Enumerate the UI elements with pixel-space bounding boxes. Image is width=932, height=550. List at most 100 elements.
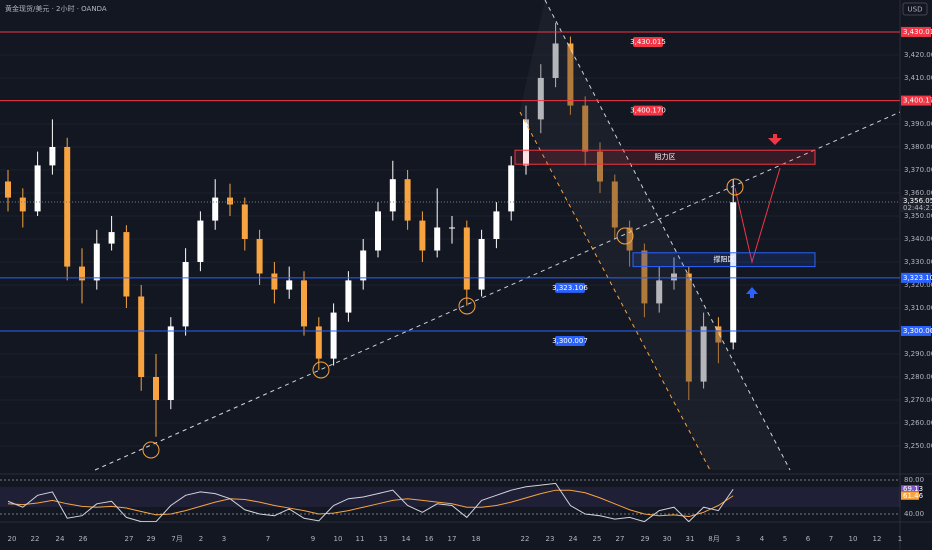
candle-body — [641, 250, 648, 304]
rsi-line — [7, 482, 734, 522]
x-tick-label: 16 — [425, 535, 434, 543]
y-tick-label: 3,380.000 — [904, 143, 932, 151]
y-tick-label: 3,290.000 — [904, 350, 932, 358]
candle-body — [330, 312, 337, 359]
candle-body — [463, 227, 470, 290]
candle-body — [153, 377, 159, 401]
y-tick-label: 3,280.000 — [904, 373, 932, 381]
x-tick-label: 24 — [56, 535, 65, 543]
x-tick-label: 7月 — [171, 535, 182, 543]
x-tick-label: 6 — [806, 535, 811, 543]
rsi-ma-line — [7, 489, 734, 518]
countdown: 02:44:21 — [903, 204, 932, 212]
level-tag — [633, 105, 663, 116]
candle-body — [419, 220, 426, 251]
candle-body — [508, 165, 515, 212]
y-tick-label: 3,250.000 — [904, 442, 932, 450]
x-tick-label: 3 — [736, 535, 740, 543]
x-tick-label: 3 — [222, 535, 226, 543]
candle-body — [212, 197, 219, 221]
x-tick-label: 30 — [663, 535, 672, 543]
y-tick-label: 3,330.000 — [904, 258, 932, 266]
candle-body — [656, 280, 663, 304]
y-tick-label: 3,340.000 — [904, 235, 932, 243]
candle-body — [182, 261, 189, 327]
channel-fill — [520, 0, 790, 470]
candle-body — [478, 238, 485, 290]
swing-circle — [142, 441, 160, 459]
x-tick-label: 27 — [616, 535, 625, 543]
x-tick-label: 31 — [686, 535, 695, 543]
x-tick-label: 7 — [266, 535, 270, 543]
candle-body — [315, 326, 322, 359]
x-tick-label: 11 — [356, 535, 365, 543]
last-price-label: 3,356.055 — [903, 197, 932, 205]
x-tick-label: 1 — [898, 535, 902, 543]
y-tick-label: 3,320.000 — [904, 281, 932, 289]
candle-body — [434, 227, 441, 251]
x-tick-label: 5 — [783, 535, 787, 543]
x-tick-label: 29 — [641, 535, 650, 543]
last-price-tag — [901, 196, 931, 213]
x-tick-label: 7 — [829, 535, 833, 543]
trendline — [544, 0, 791, 471]
candle-body — [715, 326, 722, 343]
x-tick-label: 22 — [31, 535, 40, 543]
candle-body — [197, 220, 204, 262]
x-tick-label: 8月 — [708, 535, 719, 543]
rsi-ma-tag — [901, 491, 919, 500]
candle-body — [523, 119, 529, 166]
candle-body — [493, 211, 500, 239]
x-tick-label: 26 — [79, 535, 88, 543]
candle-body — [34, 165, 41, 212]
x-tick-label: 22 — [521, 535, 530, 543]
candle-body — [700, 326, 707, 382]
candle-body — [375, 211, 381, 251]
candle-body — [597, 151, 603, 182]
currency: USD — [908, 6, 923, 14]
x-tick-label: 10 — [849, 535, 858, 543]
axis-tag — [901, 26, 931, 37]
chart-title: 黄金现货/美元 · 2小时 · OANDA — [5, 4, 107, 13]
y-tick-label: 3,310.000 — [904, 304, 932, 312]
y-tick-label: 3,370.000 — [904, 166, 932, 174]
zone — [632, 252, 816, 268]
candle-body — [404, 179, 411, 221]
candle-body — [345, 280, 352, 313]
y-tick-label: 3,410.000 — [904, 74, 932, 82]
candle-body — [167, 326, 174, 401]
drawings — [94, 0, 900, 471]
candle-body — [271, 273, 278, 290]
currency-box — [902, 2, 928, 16]
rsi-tag — [901, 485, 919, 494]
x-tick-label: 23 — [546, 535, 555, 543]
y-tick-label: 3,390.000 — [904, 120, 932, 128]
level-tag — [555, 282, 585, 293]
candle-body — [256, 238, 263, 274]
rsi-tick-label: 80.00 — [904, 476, 924, 484]
axis-level-label: 3,300.007 — [903, 327, 932, 335]
y-tick-label: 3,360.000 — [904, 189, 932, 197]
level-label: 3,400.170 — [630, 107, 666, 115]
candle-body — [626, 227, 633, 251]
axis-tag — [901, 95, 931, 106]
zone — [514, 149, 816, 165]
candle-body — [241, 204, 248, 239]
level-label: 3,323.106 — [552, 284, 588, 292]
level-label: 3,430.015 — [630, 38, 666, 46]
candle-body — [93, 243, 100, 281]
axis-level-label: 3,430.015 — [903, 28, 932, 36]
x-tick-label: 17 — [448, 535, 457, 543]
rsi-value-label: 69.13 — [903, 485, 923, 493]
candle-body — [730, 202, 737, 343]
x-tick-label: 14 — [402, 535, 411, 543]
level-tag — [633, 36, 663, 47]
level-label: 3,300.007 — [552, 337, 588, 345]
y-tick-label: 3,260.000 — [904, 419, 932, 427]
zone-label: 阻力区 — [655, 152, 676, 161]
x-tick-label: 20 — [8, 535, 17, 543]
x-tick-label: 29 — [147, 535, 156, 543]
candle-body — [537, 77, 544, 120]
x-tick-label: 13 — [379, 535, 388, 543]
